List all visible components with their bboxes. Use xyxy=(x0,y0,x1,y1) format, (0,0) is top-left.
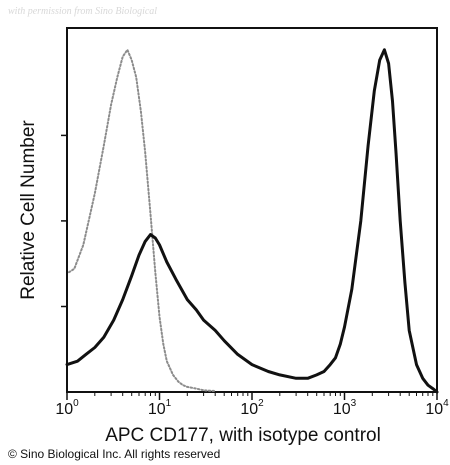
series-0-point xyxy=(155,272,156,273)
series-1-point xyxy=(155,237,156,238)
series-0-point xyxy=(136,77,137,78)
series-1-point xyxy=(166,261,167,262)
series-1-point xyxy=(392,101,393,102)
series-0-point xyxy=(74,268,75,269)
series-1-point xyxy=(150,234,151,235)
x-tick-base: 10 xyxy=(148,401,166,418)
series-1-point xyxy=(384,49,385,50)
x-tick-exponent: 1 xyxy=(166,398,172,409)
series-1-point xyxy=(307,378,308,379)
series-1-point xyxy=(203,320,204,321)
series-0-point xyxy=(215,390,216,391)
series-0-point xyxy=(183,385,184,386)
series-1-point xyxy=(416,364,417,365)
series-0-point xyxy=(163,344,164,345)
cd177-curve xyxy=(65,48,439,394)
series-0-point xyxy=(122,56,123,57)
x-tick-base: 10 xyxy=(55,401,73,418)
x-tick-exponent: 3 xyxy=(351,398,357,409)
series-1-point xyxy=(379,60,380,61)
series-1-point xyxy=(159,244,160,245)
x-tick-base: 10 xyxy=(425,401,443,418)
x-tick-label: 101 xyxy=(148,398,172,418)
series-0-point xyxy=(172,374,173,375)
series-1-point xyxy=(330,364,331,365)
series-0-point xyxy=(166,361,167,362)
x-tick-label: 102 xyxy=(240,398,264,418)
series-1-point xyxy=(196,309,197,310)
series-0-point xyxy=(187,386,188,387)
series-1-point xyxy=(404,282,405,283)
x-tick-exponent: 4 xyxy=(443,398,449,409)
series-1-point xyxy=(85,354,86,355)
series-1-point xyxy=(175,279,176,280)
series-1-point xyxy=(323,371,324,372)
series-0-point xyxy=(140,111,141,112)
series-0-point xyxy=(145,152,146,153)
series-1-point xyxy=(145,241,146,242)
series-0-point xyxy=(150,214,151,215)
series-0-point xyxy=(203,390,204,391)
copyright-text: © Sino Biological Inc. All rights reserv… xyxy=(8,447,220,461)
series-1-point xyxy=(427,385,428,386)
series-1-point xyxy=(432,388,433,389)
plot-area: 100 101 102 103 104 xyxy=(55,27,449,418)
plot-frame xyxy=(66,27,438,393)
series-1-point xyxy=(388,63,389,64)
series-1-point xyxy=(351,289,352,290)
series-1-point xyxy=(122,299,123,300)
watermark-text: with permission from Sino Biological xyxy=(8,6,157,17)
x-tick-exponent: 2 xyxy=(258,398,264,409)
series-1-point xyxy=(268,371,269,372)
series-1-point xyxy=(224,340,225,341)
series-1-point xyxy=(335,357,336,358)
series-1-point xyxy=(237,354,238,355)
series-1-point xyxy=(138,255,139,256)
series-layer xyxy=(65,48,439,394)
series-1-point xyxy=(368,145,369,146)
series-0-point xyxy=(83,244,84,245)
series-0-point xyxy=(68,272,69,273)
isotype-control-curve xyxy=(68,48,217,392)
series-1-point xyxy=(422,378,423,379)
x-tick-base: 10 xyxy=(240,401,258,418)
series-1-point xyxy=(374,90,375,91)
series-1-point xyxy=(251,364,252,365)
x-tick-exponent: 0 xyxy=(73,398,79,409)
x-axis-label: APC CD177, with isotype control xyxy=(105,425,381,446)
series-0-point xyxy=(159,316,160,317)
x-tick-base: 10 xyxy=(333,401,351,418)
series-1-point xyxy=(187,299,188,300)
series-0-point xyxy=(127,49,128,50)
tick-layer: 100 101 102 103 104 xyxy=(55,134,449,418)
series-0-point xyxy=(94,193,95,194)
series-0-point xyxy=(111,104,112,105)
series-1-point xyxy=(296,378,297,379)
series-1-point xyxy=(215,330,216,331)
series-1-point xyxy=(94,347,95,348)
series-1-point xyxy=(279,374,280,375)
series-1-point xyxy=(409,330,410,331)
series-1-point xyxy=(113,320,114,321)
series-1-point xyxy=(400,220,401,221)
x-tick-label: 103 xyxy=(333,398,357,418)
series-0-point xyxy=(178,381,179,382)
series-0-point xyxy=(131,60,132,61)
series-1-point xyxy=(103,337,104,338)
series-1-point xyxy=(131,275,132,276)
y-axis-label: Relative Cell Number xyxy=(18,120,39,300)
series-0-point xyxy=(117,77,118,78)
series-1-point xyxy=(77,361,78,362)
series-1-point xyxy=(340,344,341,345)
series-1-point xyxy=(66,364,67,365)
x-tick-label: 100 xyxy=(55,398,79,418)
series-1-point xyxy=(360,220,361,221)
series-1-point xyxy=(395,152,396,153)
x-tick-label: 104 xyxy=(425,398,449,418)
series-1-point xyxy=(344,326,345,327)
series-1-point xyxy=(316,374,317,375)
series-0-point xyxy=(196,388,197,389)
series-0-point xyxy=(103,145,104,146)
